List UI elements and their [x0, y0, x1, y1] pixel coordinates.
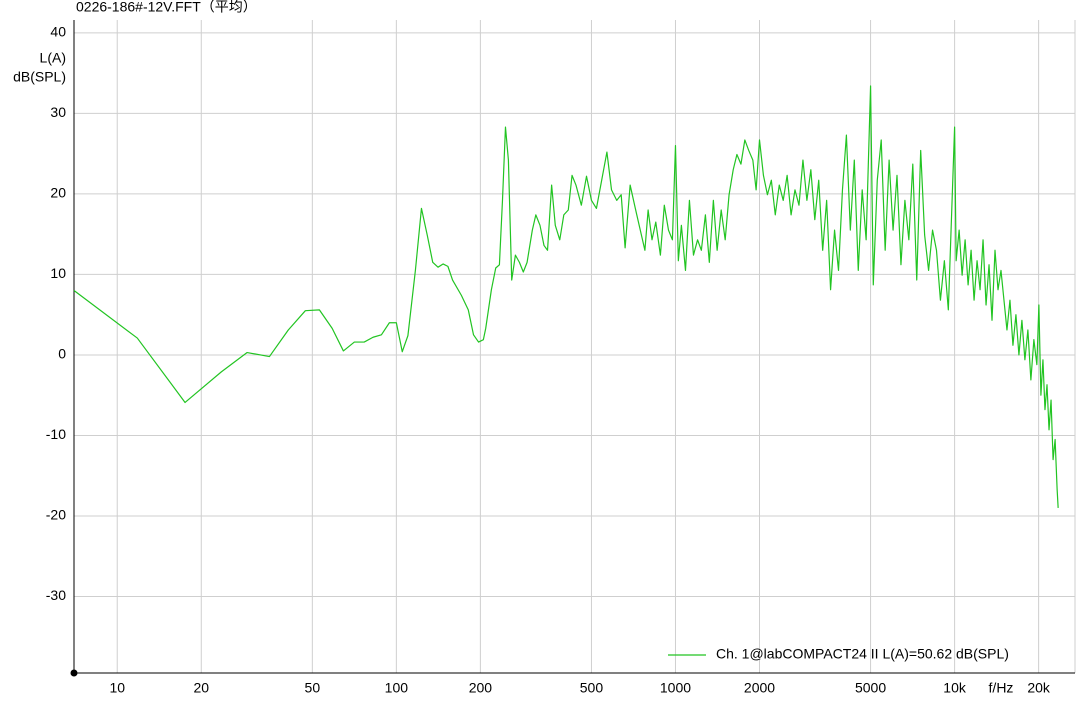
y-tick-label: 40: [50, 24, 66, 40]
x-tick-label: 10k: [943, 680, 967, 696]
x-tick-label: 20k: [1027, 680, 1051, 696]
y-axis-label: L(A): [40, 50, 66, 66]
x-tick-label: 200: [469, 680, 493, 696]
chart-title: 0226-186#-12V.FFT（平均）: [76, 0, 257, 15]
origin-dot: [70, 669, 78, 677]
y-tick-label: 0: [58, 346, 66, 362]
x-tick-label: 500: [580, 680, 604, 696]
x-tick-label: 1000: [660, 680, 691, 696]
y-tick-label: 10: [50, 265, 66, 281]
x-tick-label: 10: [109, 680, 125, 696]
y-tick-label: 20: [50, 185, 66, 201]
legend-label: Ch. 1@labCOMPACT24 II L(A)=50.62 dB(SPL): [716, 646, 1009, 662]
x-tick-label: 50: [305, 680, 321, 696]
x-tick-label: 5000: [855, 680, 886, 696]
y-tick-label: -10: [46, 426, 66, 442]
x-tick-label: 2000: [744, 680, 775, 696]
x-tick-label: 100: [385, 680, 409, 696]
y-tick-label: -30: [46, 587, 66, 603]
x-axis-label: f/Hz: [989, 680, 1014, 696]
y-tick-label: 30: [50, 104, 66, 120]
data-line: [73, 85, 1059, 508]
x-tick-label: 20: [193, 680, 209, 696]
y-tick-label: -20: [46, 507, 66, 523]
y-axis-label: dB(SPL): [13, 69, 66, 85]
